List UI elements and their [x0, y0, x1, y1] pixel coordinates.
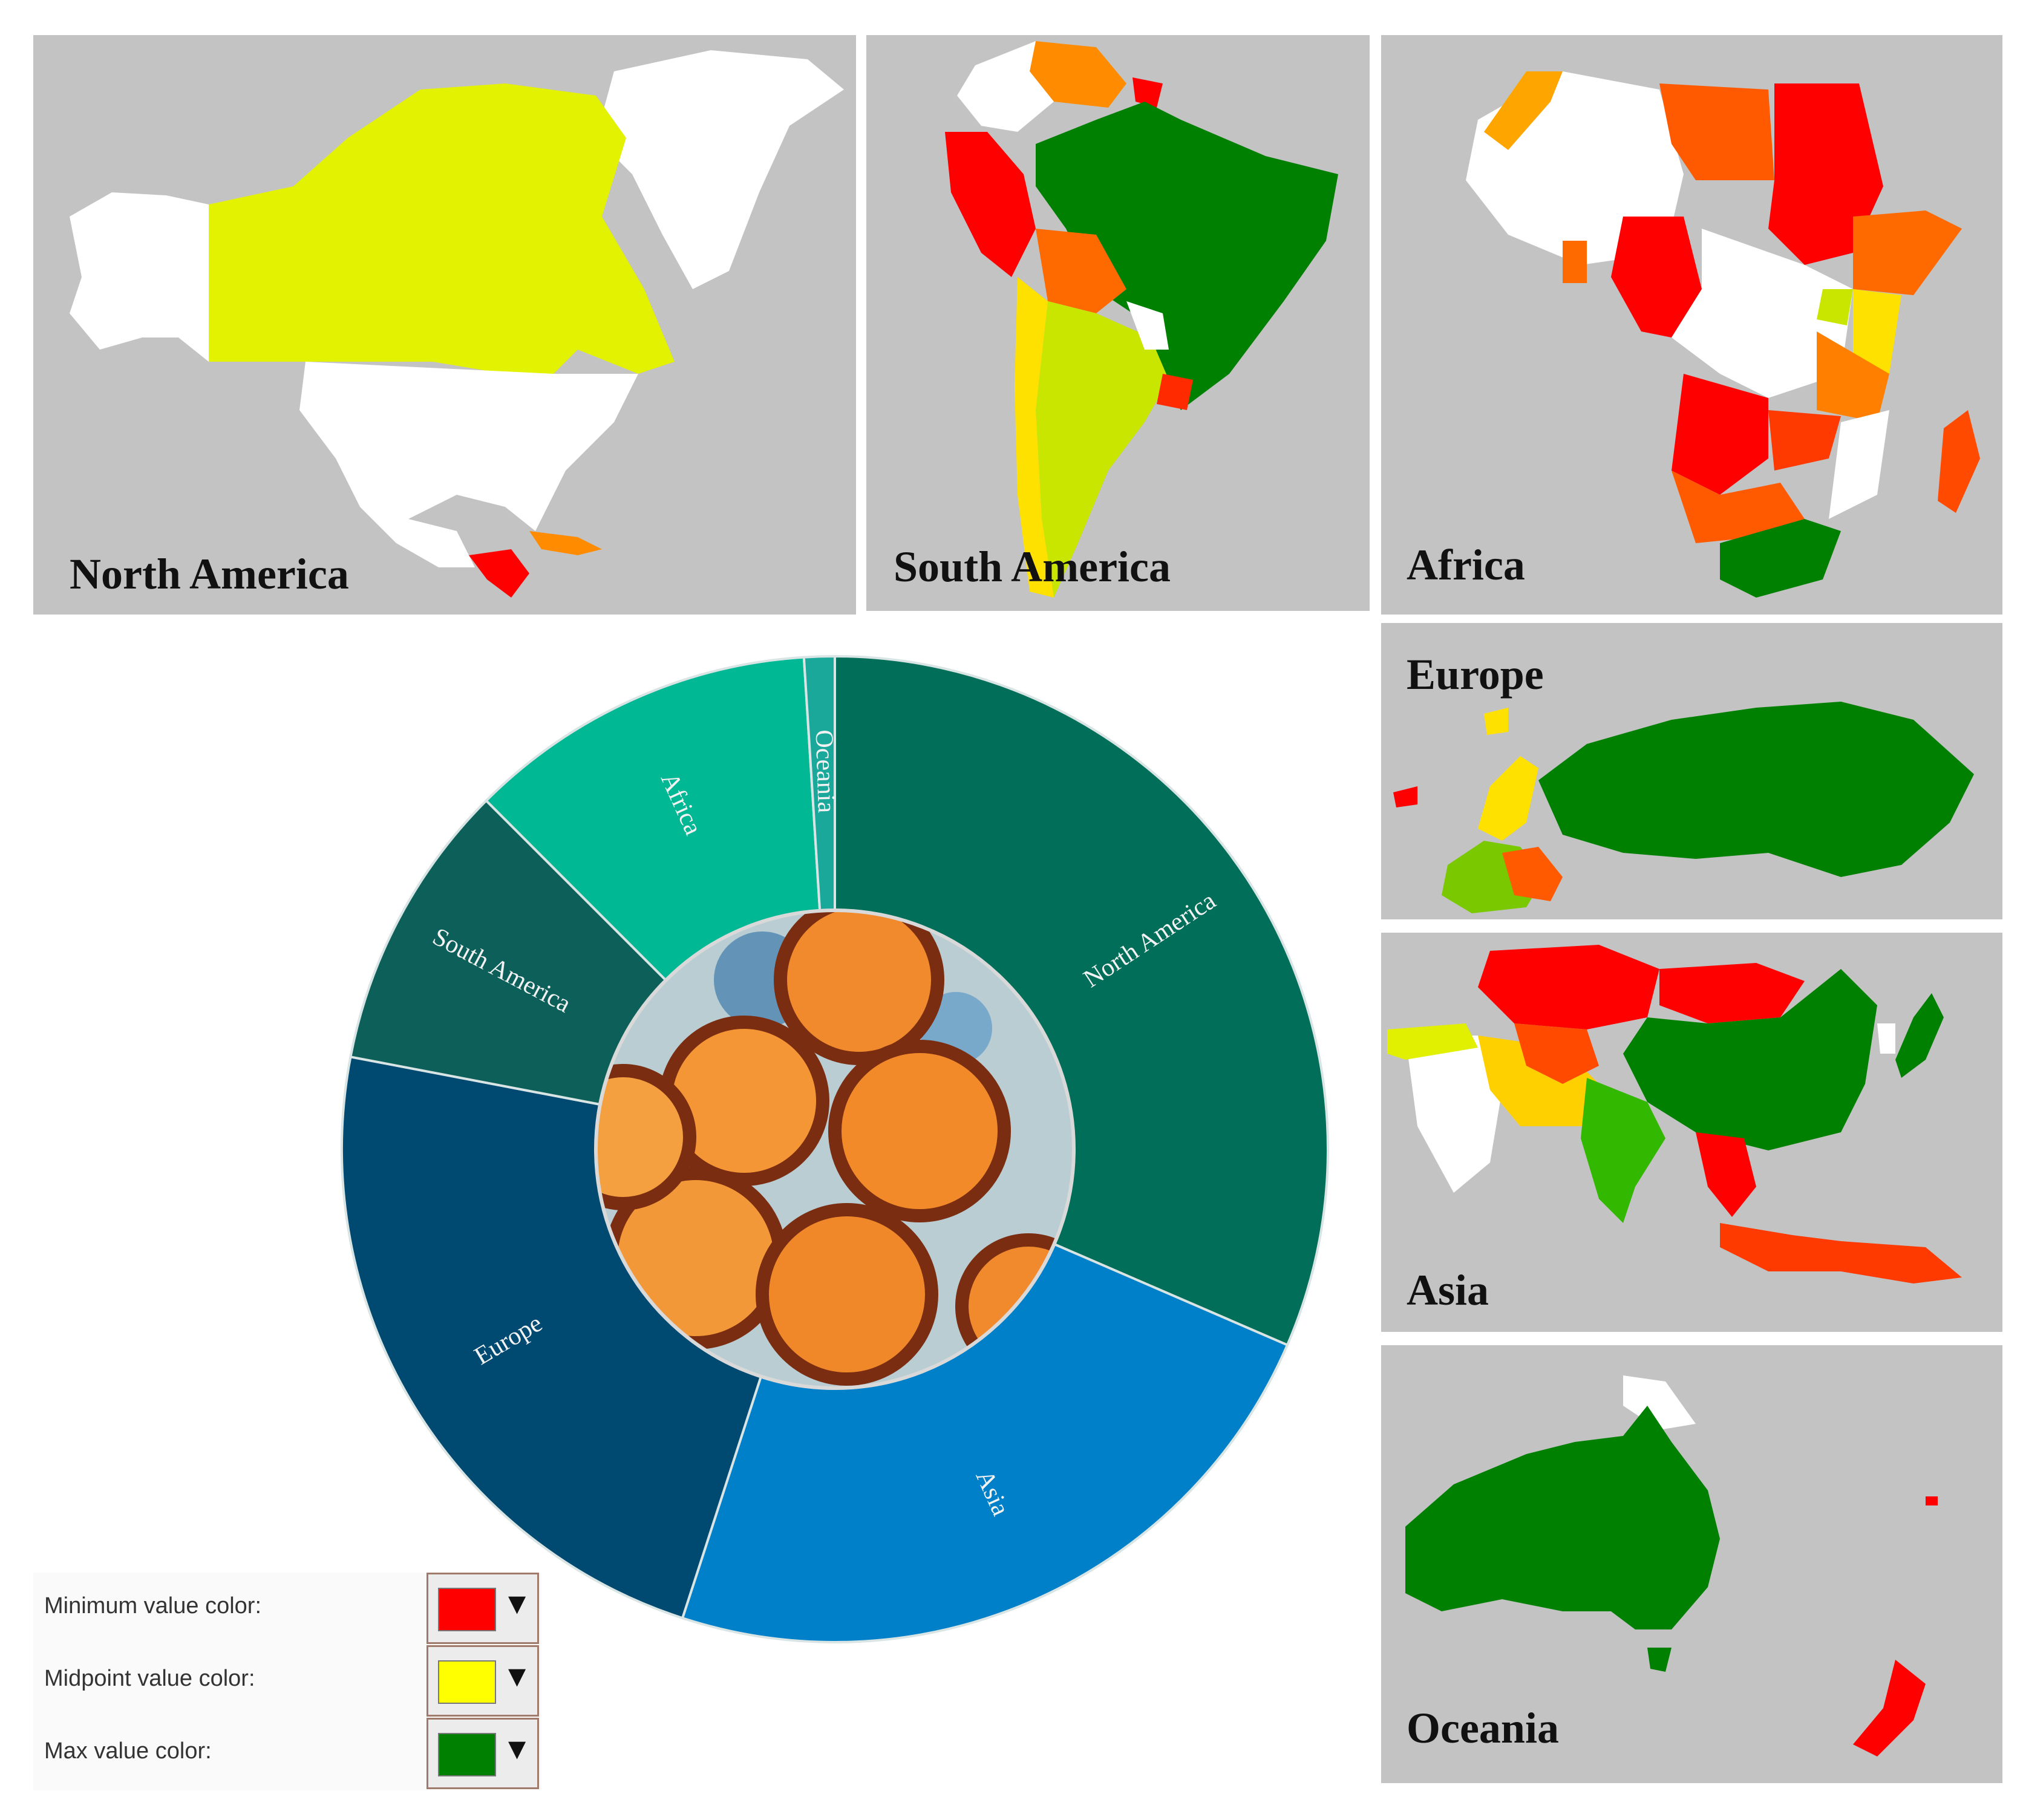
uruguay-shape — [1157, 374, 1193, 410]
asia-map — [1387, 945, 1962, 1283]
tanzania-shape — [1817, 331, 1889, 422]
libya-shape — [1659, 83, 1774, 180]
peru-shape — [945, 132, 1036, 277]
chile-shape — [1015, 277, 1054, 598]
new-zealand-shape — [1853, 1660, 1926, 1756]
turkey-shape — [1387, 1023, 1478, 1060]
kenya-shape — [1853, 289, 1901, 374]
oceania-map — [1405, 1375, 1938, 1756]
venezuela-shape — [1030, 41, 1126, 108]
map-panel-europe: Europe — [1381, 623, 2002, 919]
kazakhstan-shape — [1478, 945, 1659, 1029]
min-color-swatch — [438, 1588, 496, 1631]
legend-row-mid: Midpoint value color: ▼ — [33, 1645, 541, 1718]
uganda-shape — [1817, 289, 1853, 325]
color-scale-legend: Minimum value color: ▼ Midpoint value co… — [33, 1573, 541, 1790]
southeast-asia-shape — [1696, 1132, 1756, 1217]
legend-row-max: Max value color: ▼ — [33, 1718, 541, 1790]
map-label: North America — [70, 550, 349, 598]
bolivia-shape — [1036, 229, 1126, 313]
china-shape — [1623, 969, 1877, 1150]
guianas-shape — [1132, 77, 1163, 108]
dropdown-arrow-icon: ▼ — [508, 1590, 526, 1617]
map-panel-oceania: Oceania — [1381, 1345, 2002, 1783]
paraguay-shape — [1126, 301, 1169, 350]
africa-map — [1466, 71, 1980, 598]
central-america-shape — [469, 549, 529, 598]
tasmania-shape — [1647, 1648, 1672, 1672]
brazil-shape — [1036, 102, 1338, 410]
mid-color-picker[interactable]: ▼ — [426, 1645, 539, 1717]
colombia-shape — [957, 41, 1054, 132]
map-label: Asia — [1407, 1266, 1489, 1314]
japan-shape — [1895, 993, 1944, 1078]
greenland-shape — [596, 50, 844, 289]
map-label: South America — [894, 543, 1171, 591]
map-panel-north-america: North America — [33, 35, 856, 615]
donut-slice-label: Oceania — [810, 729, 840, 814]
zambia-shape — [1768, 410, 1841, 471]
central-africa-shape — [1672, 229, 1853, 398]
mid-color-swatch — [438, 1660, 496, 1704]
mongolia-shape — [1659, 963, 1805, 1023]
south-america-map — [945, 41, 1338, 598]
namibia-botswana-shape — [1672, 471, 1805, 543]
mozambique-shape — [1829, 410, 1889, 519]
min-color-picker[interactable]: ▼ — [426, 1573, 539, 1644]
horn-of-africa-shape — [1853, 210, 1962, 295]
pacific-islands-shape — [1926, 1496, 1938, 1505]
madagascar-shape — [1938, 410, 1980, 513]
west-africa-small-shape — [1563, 241, 1587, 283]
scandinavia-shape — [1478, 756, 1538, 841]
dropdown-arrow-icon: ▼ — [508, 1735, 526, 1762]
svalbard-shape — [1484, 708, 1508, 735]
south-africa-shape — [1720, 519, 1841, 598]
india-shape — [1581, 1078, 1665, 1223]
microscope-cells-photo — [596, 910, 1074, 1388]
max-color-label: Max value color: — [44, 1738, 212, 1764]
eastern-europe-shape — [1502, 847, 1563, 901]
map-label: Africa — [1407, 541, 1525, 589]
map-panel-africa: Africa — [1381, 35, 2002, 615]
north-america-map — [70, 50, 844, 598]
central-asia-shape — [1514, 1023, 1599, 1084]
nigeria-shape — [1611, 217, 1702, 338]
map-label: Europe — [1407, 650, 1544, 699]
max-color-swatch — [438, 1733, 496, 1776]
korea-shape — [1877, 1023, 1895, 1054]
europe-map — [1393, 702, 1974, 913]
mid-color-label: Midpoint value color: — [44, 1666, 255, 1691]
morocco-shape — [1484, 71, 1563, 150]
mexico-shape — [336, 458, 475, 567]
map-panel-south-america: South America — [866, 35, 1370, 611]
iceland-shape — [1393, 786, 1417, 807]
map-panel-asia: Asia — [1381, 933, 2002, 1332]
legend-row-min: Minimum value color: ▼ — [33, 1573, 541, 1645]
canada-shape — [209, 83, 675, 374]
argentina-shape — [1036, 301, 1169, 598]
papua-new-guinea-shape — [1623, 1375, 1696, 1430]
usa-shape — [299, 362, 638, 531]
caribbean-shape — [529, 531, 602, 555]
min-color-label: Minimum value color: — [44, 1593, 261, 1619]
russia-shape — [1538, 702, 1974, 877]
dropdown-arrow-icon: ▼ — [508, 1663, 526, 1689]
australia-shape — [1405, 1406, 1720, 1629]
angola-shape — [1672, 374, 1768, 495]
max-color-picker[interactable]: ▼ — [426, 1718, 539, 1789]
alaska-shape — [70, 192, 209, 362]
indonesia-shape — [1720, 1223, 1962, 1283]
middle-east-shape — [1405, 1036, 1502, 1193]
map-label: Oceania — [1407, 1704, 1559, 1752]
